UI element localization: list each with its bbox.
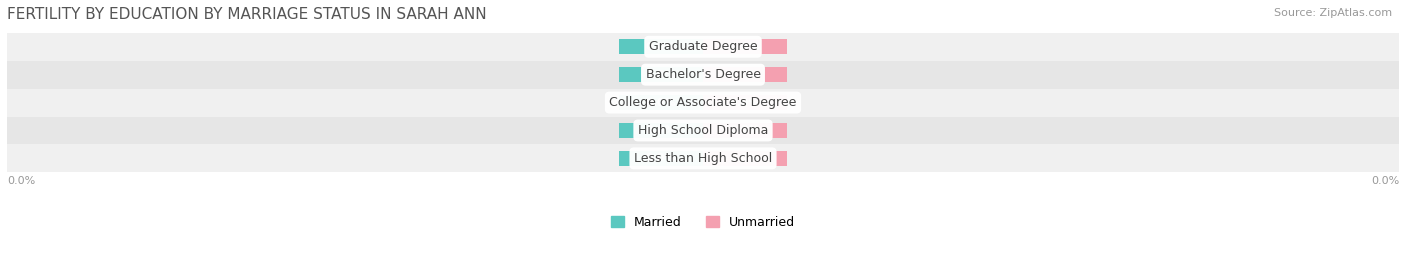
Text: Less than High School: Less than High School bbox=[634, 152, 772, 165]
Text: High School Diploma: High School Diploma bbox=[638, 124, 768, 137]
Bar bbox=[703, 39, 786, 54]
Text: 0.0%: 0.0% bbox=[730, 98, 761, 108]
Text: 0.0%: 0.0% bbox=[730, 70, 761, 80]
Text: 0.0%: 0.0% bbox=[645, 98, 676, 108]
Text: 0.0%: 0.0% bbox=[730, 153, 761, 163]
Text: 0.0%: 0.0% bbox=[730, 42, 761, 52]
Text: 0.0%: 0.0% bbox=[645, 125, 676, 136]
Bar bbox=[703, 95, 786, 110]
Bar bbox=[620, 95, 703, 110]
Text: College or Associate's Degree: College or Associate's Degree bbox=[609, 96, 797, 109]
Bar bbox=[620, 39, 703, 54]
Bar bbox=[620, 123, 703, 138]
Text: 0.0%: 0.0% bbox=[645, 70, 676, 80]
Text: 0.0%: 0.0% bbox=[1371, 176, 1399, 186]
Bar bbox=[7, 33, 1399, 61]
Bar bbox=[7, 89, 1399, 116]
Text: Graduate Degree: Graduate Degree bbox=[648, 40, 758, 53]
Text: 0.0%: 0.0% bbox=[730, 125, 761, 136]
Text: FERTILITY BY EDUCATION BY MARRIAGE STATUS IN SARAH ANN: FERTILITY BY EDUCATION BY MARRIAGE STATU… bbox=[7, 7, 486, 22]
Bar bbox=[7, 61, 1399, 89]
Legend: Married, Unmarried: Married, Unmarried bbox=[606, 211, 800, 234]
Text: 0.0%: 0.0% bbox=[645, 42, 676, 52]
Bar bbox=[703, 151, 786, 166]
Bar bbox=[703, 123, 786, 138]
Text: 0.0%: 0.0% bbox=[7, 176, 35, 186]
Bar bbox=[620, 151, 703, 166]
Text: Bachelor's Degree: Bachelor's Degree bbox=[645, 68, 761, 81]
Text: 0.0%: 0.0% bbox=[645, 153, 676, 163]
Text: Source: ZipAtlas.com: Source: ZipAtlas.com bbox=[1274, 8, 1392, 18]
Bar bbox=[620, 67, 703, 82]
Bar bbox=[703, 67, 786, 82]
Bar bbox=[7, 116, 1399, 144]
Bar bbox=[7, 144, 1399, 172]
